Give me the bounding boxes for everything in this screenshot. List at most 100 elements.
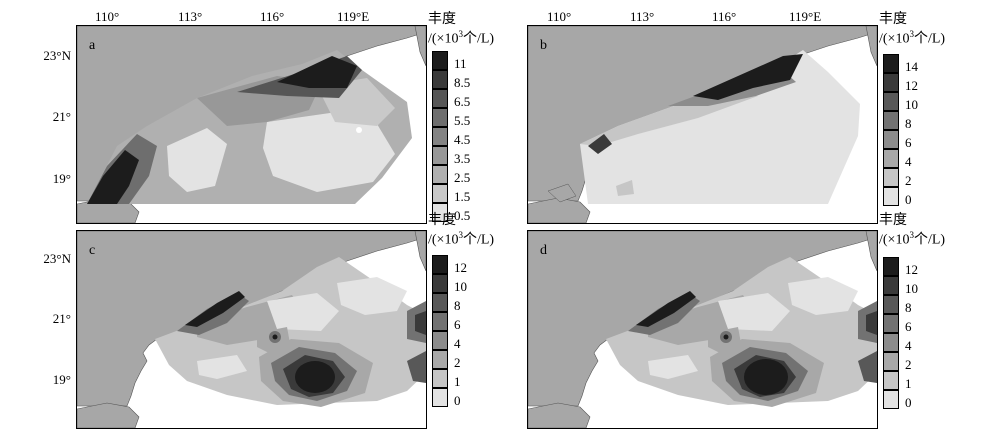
legend-title: 丰度 [428, 12, 456, 27]
legend-label: 5.5 [454, 112, 471, 128]
legend-label: 11 [454, 55, 467, 71]
x-tick-116: 116° [712, 9, 737, 24]
legend-label: 8 [905, 299, 912, 315]
legend-label: 2.5 [454, 169, 471, 185]
land-taiwan [865, 26, 877, 67]
legend-swatch [883, 275, 899, 295]
legend-label: 6 [905, 134, 912, 150]
legend-title: 丰度 [428, 213, 456, 228]
legend-swatch [883, 53, 899, 73]
contour-band [167, 128, 227, 192]
legend-item: 0 [428, 387, 538, 407]
legend-swatch [432, 50, 448, 70]
legend-swatch [432, 88, 448, 108]
legend-swatch [432, 273, 448, 293]
legend-label: 4.5 [454, 131, 471, 147]
legend-swatch [432, 311, 448, 331]
panel-tag-d: d [540, 243, 547, 258]
legend-item: 4 [879, 148, 989, 168]
legend-label: 2 [905, 172, 912, 188]
legend-unit-suffix: 个/L) [462, 232, 495, 248]
legend-label: 10 [454, 278, 467, 294]
legend-label: 8 [454, 297, 461, 313]
y-tick-19: 19° [52, 372, 71, 387]
legend-label: 14 [905, 58, 918, 74]
contour-band [616, 180, 634, 196]
legend-label: 12 [905, 261, 918, 277]
legend-label: 12 [454, 259, 467, 275]
legend-item: 2 [879, 167, 989, 188]
legend-unit: /(×103个/L) [879, 228, 989, 248]
legend-item: 6 [428, 311, 538, 331]
contour-band [185, 291, 245, 327]
legend-swatch [883, 332, 899, 352]
legend-label: 0 [905, 394, 912, 410]
legend-item: 12 [879, 256, 989, 277]
contour-spot [723, 334, 729, 340]
legend-swatch [432, 349, 448, 369]
legend-item: 10 [428, 273, 538, 294]
legend-unit-prefix: /(×10 [428, 31, 459, 47]
legend-swatch [432, 183, 448, 203]
legend-unit-exp: 3 [909, 29, 914, 39]
land-islet [547, 183, 577, 203]
map-d-svg [528, 231, 877, 428]
panel-tag-b: b [540, 38, 547, 53]
contour-band [866, 311, 877, 335]
legend-item: 8 [879, 110, 989, 130]
contour-band [87, 150, 139, 204]
legend-label: 12 [905, 77, 918, 93]
legend-swatch [883, 72, 899, 92]
legend-item: 14 [879, 53, 989, 74]
legend-swatch [883, 313, 899, 333]
legend-item: 1 [428, 368, 538, 389]
contour-band [263, 112, 395, 192]
contour-band [693, 54, 803, 100]
legend-swatch [883, 186, 899, 206]
legend-label: 10 [905, 96, 918, 112]
land-taiwan [865, 231, 877, 272]
contour-band [277, 56, 357, 88]
legend-swatch [883, 110, 899, 130]
legend-label: 1 [905, 375, 912, 391]
map-panel-c: c [76, 230, 427, 429]
legend-label: 1 [454, 373, 461, 389]
legend-item: 2 [428, 349, 538, 370]
legend-label: 10 [905, 280, 918, 296]
legend-label: 8.5 [454, 74, 471, 90]
legend-item: 12 [428, 254, 538, 275]
legend-swatch [883, 351, 899, 371]
legend-swatch [883, 256, 899, 276]
legend-unit-exp: 3 [458, 29, 463, 39]
legend-scale: 14 12 10 8 6 4 2 0 [879, 53, 989, 207]
legend-item: 1 [879, 370, 989, 391]
legend-swatch [432, 145, 448, 165]
legend-item: 3.5 [428, 145, 538, 165]
legend-label: 0 [905, 191, 912, 207]
land-hainan [528, 402, 591, 428]
legend-label: 2 [454, 354, 461, 370]
legend-swatch [432, 330, 448, 350]
legend-item: 10 [879, 91, 989, 112]
legend-label: 6 [905, 318, 912, 334]
contour-band [718, 293, 790, 331]
panel-tag-c: c [89, 243, 96, 258]
contour-band [415, 311, 426, 335]
legend-swatch [883, 370, 899, 390]
legend-item: 0 [879, 186, 989, 207]
legend-swatch [883, 167, 899, 187]
legend-item: 8.5 [428, 69, 538, 90]
land-taiwan [414, 231, 426, 272]
legend-swatch [883, 91, 899, 111]
legend-unit-suffix: 个/L) [913, 232, 946, 248]
legend-swatch [883, 389, 899, 409]
legend-unit-exp: 3 [458, 230, 463, 240]
legend-label: 2 [905, 356, 912, 372]
legend-item: 6 [879, 129, 989, 150]
legend-unit-prefix: /(×10 [879, 31, 910, 47]
legend-unit: /(×103个/L) [428, 27, 538, 47]
contour-band [267, 293, 339, 331]
contour-spot [356, 127, 362, 133]
panel-tag-a: a [89, 38, 96, 53]
map-a-svg [77, 26, 426, 223]
